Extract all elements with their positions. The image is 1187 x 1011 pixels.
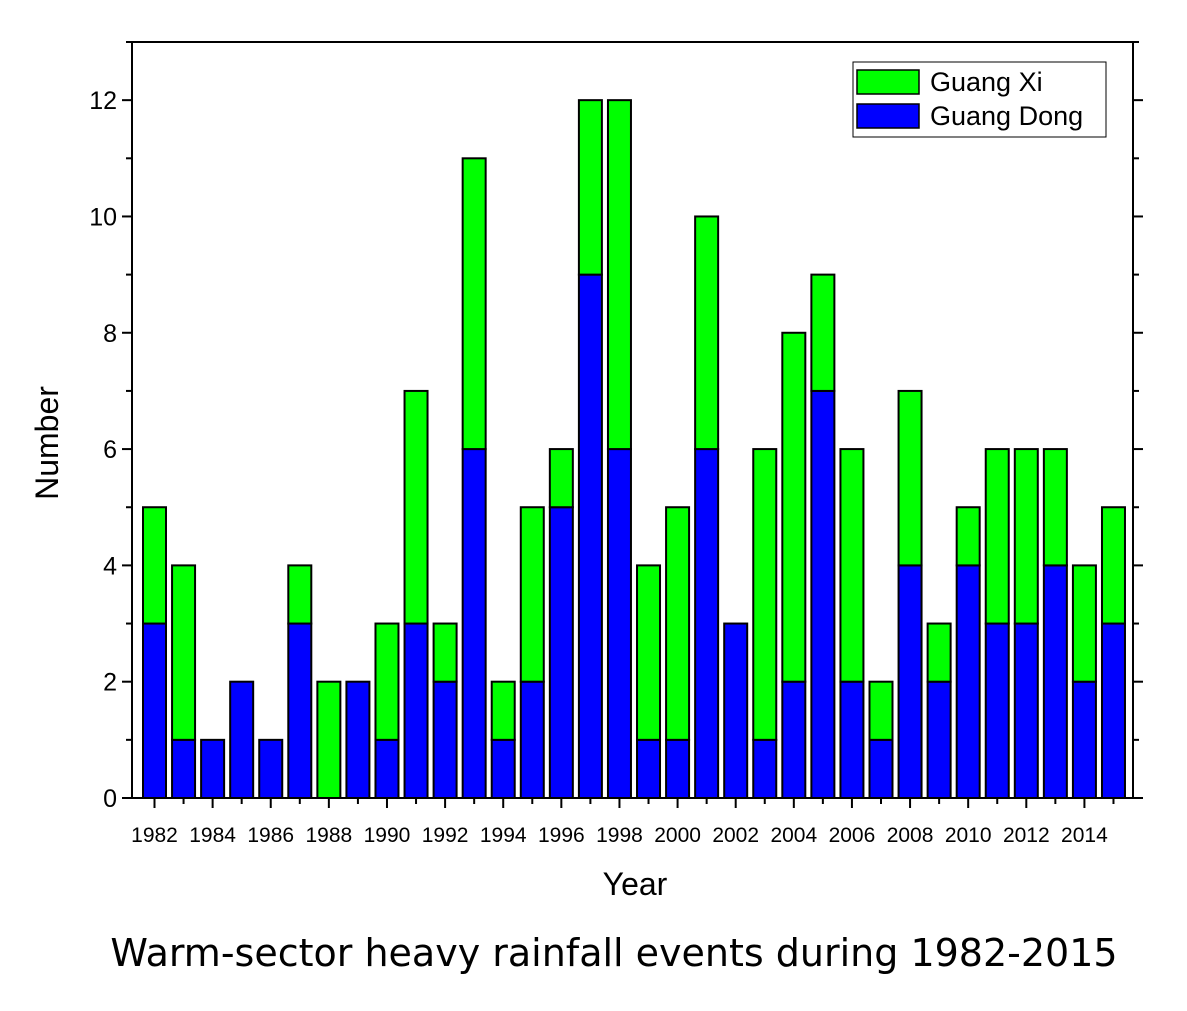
x-tick-label: 2012: [1003, 824, 1050, 847]
bar-guang-dong-1989: [345, 680, 371, 800]
bar-guang-xi-2000: [665, 506, 691, 741]
bar-guang-xi-2001: [694, 215, 720, 451]
bar-guang-dong-1995: [519, 680, 545, 800]
bar-guang-xi-2014: [1071, 564, 1097, 683]
bar-guang-xi-2011: [984, 448, 1010, 625]
bar-guang-dong-2014: [1071, 680, 1097, 800]
x-axis: 1982 1984 1986 1988 1990 1992 1994 1996 1998 2000…: [131, 798, 1115, 847]
x-tick-label: 1982: [131, 824, 178, 847]
legend-label-guang-xi: Guang Xi: [930, 67, 1043, 97]
bar-guang-dong-2002: [723, 622, 749, 799]
bar-guang-dong-1999: [636, 738, 662, 799]
bar-guang-dong-2010: [955, 564, 981, 800]
y-axis-title: Number: [29, 386, 65, 500]
bar-guang-dong-1990: [374, 738, 400, 799]
bar-guang-dong-1998: [606, 448, 632, 799]
bar-guang-xi-1987: [287, 564, 313, 625]
x-tick-label: 2004: [770, 824, 817, 847]
bar-guang-dong-1997: [577, 273, 603, 800]
y-tick-label: 2: [103, 669, 117, 697]
bar-guang-xi-1999: [636, 564, 662, 741]
legend-swatch-guang-dong: [856, 103, 920, 129]
y-tick-label: 8: [103, 320, 117, 348]
bar-guang-dong-2001: [694, 448, 720, 799]
bar-guang-xi-1983: [171, 564, 197, 741]
bar-guang-xi-2013: [1042, 448, 1068, 567]
bar-guang-dong-1986: [258, 738, 284, 799]
x-tick-label: 1998: [596, 824, 643, 847]
bar-guang-xi-2009: [926, 622, 952, 683]
bar-guang-dong-2004: [781, 680, 807, 800]
bar-guang-xi-1997: [577, 99, 603, 276]
bar-guang-dong-2008: [897, 564, 923, 800]
x-tick-label: 2014: [1061, 824, 1108, 847]
x-tick-label: 1996: [538, 824, 585, 847]
bar-guang-xi-1982: [142, 506, 167, 625]
bar-guang-xi-2015: [1100, 506, 1126, 625]
x-tick-label: 2008: [887, 824, 934, 847]
x-tick-label: 1994: [480, 824, 527, 847]
x-tick-label: 1990: [364, 824, 411, 847]
bar-guang-dong-2009: [926, 680, 952, 800]
bar-guang-dong-1982: [142, 622, 167, 799]
bar-guang-dong-2011: [984, 622, 1010, 799]
bar-guang-xi-2003: [752, 448, 778, 741]
x-tick-label: 1992: [422, 824, 469, 847]
bar-guang-dong-1984: [200, 738, 226, 799]
bar-guang-dong-1994: [490, 738, 516, 799]
bar-guang-xi-1988: [316, 680, 342, 800]
bar-guang-dong-2000: [665, 738, 691, 799]
bar-guang-xi-2004: [781, 331, 807, 683]
y-tick-label: 6: [103, 436, 117, 464]
bar-guang-dong-2003: [752, 738, 778, 799]
bar-guang-xi-2006: [839, 448, 865, 683]
bar-guang-xi-1996: [548, 448, 574, 509]
bar-guang-dong-1985: [229, 680, 255, 800]
x-tick-label: 1986: [247, 824, 294, 847]
bar-guang-dong-1991: [403, 622, 429, 799]
bar-guang-dong-2015: [1100, 622, 1126, 799]
bar-guang-xi-1998: [606, 99, 632, 451]
y-axis: 0 2 4 6 8 10 12: [89, 41, 1143, 813]
legend-label-guang-dong: Guang Dong: [930, 101, 1083, 131]
legend-swatch-guang-xi: [856, 69, 920, 95]
bar-guang-xi-1993: [461, 157, 487, 451]
bar-guang-dong-1987: [287, 622, 313, 799]
y-tick-label: 4: [103, 552, 117, 580]
bar-guang-dong-1992: [432, 680, 458, 800]
bar-guang-dong-2005: [810, 389, 836, 799]
chart-caption: Warm-sector heavy rainfall events during…: [110, 931, 1117, 975]
bar-guang-xi-2008: [897, 389, 923, 567]
bar-guang-xi-1994: [490, 680, 516, 741]
x-tick-label: 2010: [945, 824, 992, 847]
legend: Guang Xi Guang Dong: [852, 61, 1107, 138]
x-tick-label: 2000: [654, 824, 701, 847]
bar-guang-dong-2006: [839, 680, 865, 800]
bar-guang-xi-2007: [868, 680, 894, 741]
bar-guang-dong-1996: [548, 506, 574, 799]
bar-guang-xi-1995: [519, 506, 545, 683]
bars-layer: [142, 99, 1126, 800]
x-tick-label: 2002: [712, 824, 759, 847]
bar-guang-xi-1991: [403, 389, 429, 625]
bar-guang-xi-1990: [374, 622, 400, 741]
bar-guang-dong-2007: [868, 738, 894, 799]
x-tick-label: 1988: [306, 824, 353, 847]
bar-guang-xi-2010: [955, 506, 981, 567]
bar-guang-xi-2005: [810, 273, 836, 392]
y-tick-label: 12: [89, 87, 117, 115]
plot-frame: [131, 41, 1134, 799]
bar-guang-dong-1993: [461, 448, 487, 799]
bar-guang-dong-1983: [171, 738, 197, 799]
bar-guang-xi-2012: [1013, 448, 1039, 625]
x-axis-title: Year: [603, 866, 668, 902]
bar-guang-dong-2013: [1042, 564, 1068, 800]
y-tick-label: 0: [103, 785, 117, 813]
x-tick-label: 1984: [189, 824, 236, 847]
x-tick-label: 2006: [829, 824, 876, 847]
bar-guang-dong-2012: [1013, 622, 1039, 799]
y-tick-label: 10: [89, 203, 117, 231]
bar-guang-xi-1992: [432, 622, 458, 683]
